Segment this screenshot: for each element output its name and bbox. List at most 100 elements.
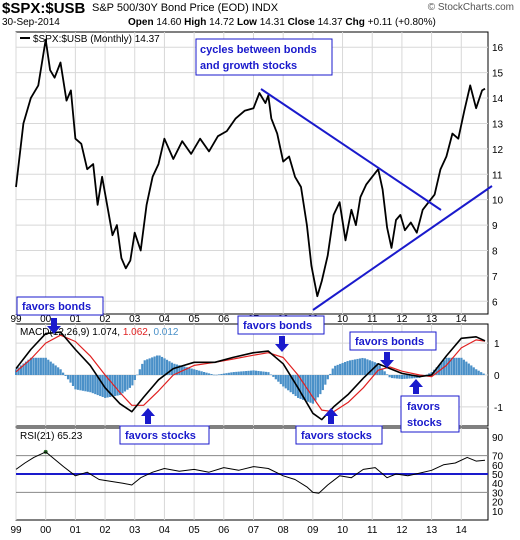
price-y-tick-label: 13: [492, 119, 504, 130]
price-y-tick-label: 16: [492, 43, 504, 54]
macd-histogram-bar: [215, 374, 218, 376]
x-tick-label: 14: [456, 314, 468, 325]
macd-histogram-bar: [462, 359, 465, 375]
favors-bonds-3: favors bonds: [349, 331, 437, 368]
macd-histogram-bar: [336, 364, 339, 375]
macd-histogram-bar: [247, 370, 250, 375]
x-tick-label: 12: [396, 314, 408, 325]
macd-legend-macd: 1.074: [92, 327, 117, 338]
macd-histogram-bar: [146, 359, 149, 375]
macd-histogram-bar: [400, 375, 404, 380]
favors-bonds-3-text: favors bonds: [355, 336, 424, 348]
macd-histogram-bar: [232, 372, 235, 375]
macd-histogram-bar: [435, 367, 438, 375]
macd-histogram-bar: [250, 370, 253, 375]
macd-histogram-bar: [282, 375, 285, 387]
macd-histogram-bar: [395, 375, 399, 379]
favors-stocks-3-box: [400, 395, 460, 433]
price-legend-text: $SPX:$USB (Monthly) 14.37: [33, 34, 160, 45]
macd-histogram-bar: [54, 365, 57, 375]
favors-bonds-2-text: favors bonds: [243, 320, 312, 332]
price-y-tick-label: 11: [492, 170, 503, 181]
grid-layer: [15, 32, 488, 520]
macd-line: [15, 331, 486, 421]
rsi-line: [15, 451, 486, 494]
macd-histogram-bar: [366, 359, 369, 375]
cycles-line2: and growth stocks: [200, 60, 297, 72]
open-label: Open: [128, 17, 154, 28]
macd-histogram-bar: [314, 375, 317, 401]
chart-date: 30-Sep-2014: [2, 17, 60, 28]
chg-value: +0.11 (+0.80%): [367, 17, 436, 28]
macd-histogram-bar: [106, 375, 109, 398]
macd-histogram-bar: [175, 364, 178, 375]
macd-signal-line: [15, 334, 486, 413]
stockcharts-logo: © StockCharts.com: [427, 2, 514, 13]
macd-histogram-bar: [126, 375, 129, 390]
macd-histogram-bar: [408, 375, 411, 379]
macd-histogram-bar: [482, 373, 485, 375]
favors-stocks-2: favors stocks: [295, 408, 383, 445]
macd-histogram-bar: [381, 368, 384, 375]
macd-histogram-bar: [477, 370, 480, 375]
macd-histogram-bar: [22, 363, 25, 375]
macd-histogram-bar: [96, 375, 99, 396]
macd-histogram-bar: [344, 361, 347, 375]
macd-histogram-bar: [49, 361, 52, 375]
macd-histogram-bar: [94, 375, 97, 395]
x-tick-label: 10: [337, 314, 349, 325]
macd-histogram-bar: [86, 375, 89, 392]
macd-histogram-bar: [274, 375, 277, 380]
x-tick-label: 08: [278, 525, 290, 536]
x-tick-label: 05: [189, 314, 201, 325]
macd-histogram-bar: [262, 371, 265, 375]
favors-bonds-2-arrow: [275, 336, 289, 352]
macd-histogram-bar: [403, 375, 406, 379]
rsi-y-tick-label: 60: [492, 461, 504, 472]
x-tick-label: 03: [129, 525, 141, 536]
macd-histogram-bar: [185, 367, 188, 375]
macd-y-tick-label: 1: [494, 339, 500, 350]
price-y-tick-label: 8: [492, 246, 498, 257]
macd-histogram-bar: [113, 375, 117, 397]
macd-legend-hist: 0.012: [153, 327, 178, 338]
series-layer: [15, 38, 486, 494]
macd-histogram-bar: [109, 375, 112, 397]
macd-histogram-bar: [76, 375, 80, 390]
macd-histogram-bar: [168, 361, 171, 375]
price-y-tick-label: 14: [492, 94, 504, 105]
macd-histogram-bar: [57, 367, 60, 375]
macd-histogram-bar: [138, 369, 141, 375]
macd-histogram-bar: [455, 357, 458, 375]
macd-histogram-bar: [141, 363, 144, 375]
macd-histogram-bar: [151, 357, 154, 375]
macd-histogram-bar: [121, 375, 124, 394]
macd-histogram-bar: [254, 370, 258, 375]
macd-histogram-bar: [62, 372, 65, 375]
macd-histogram-bar: [81, 375, 84, 391]
macd-histogram-bar: [361, 357, 364, 375]
x-tick-label: 02: [99, 314, 111, 325]
x-tick-label: 00: [40, 314, 52, 325]
macd-histogram-bar: [259, 371, 263, 375]
price-y-tick-label: 12: [492, 145, 504, 156]
favors-stocks-3-arrow: [409, 379, 423, 394]
macd-histogram-bar: [153, 356, 156, 375]
macd-histogram-bar: [207, 373, 211, 375]
macd-histogram-bar: [225, 373, 228, 375]
macd-histogram-bar: [173, 363, 176, 375]
macd-histogram-bar: [156, 355, 159, 375]
macd-histogram-bar: [371, 361, 374, 375]
macd-histogram-bar: [205, 372, 208, 375]
macd-y-tick-label: 0: [494, 371, 500, 382]
macd-histogram-bar: [47, 359, 50, 375]
macd-histogram-bar: [203, 371, 206, 375]
favors-stocks-2-arrow: [324, 408, 338, 424]
macd-histogram-bar: [242, 371, 245, 375]
open-value: 14.60: [156, 17, 182, 28]
macd-histogram-bar: [32, 357, 35, 375]
cycles-box: [195, 38, 333, 76]
chart-header: $SPX:$USB S&P 500/30Y Bond Price (EOD) I…: [0, 0, 520, 32]
macd-histogram-bar: [118, 375, 122, 396]
